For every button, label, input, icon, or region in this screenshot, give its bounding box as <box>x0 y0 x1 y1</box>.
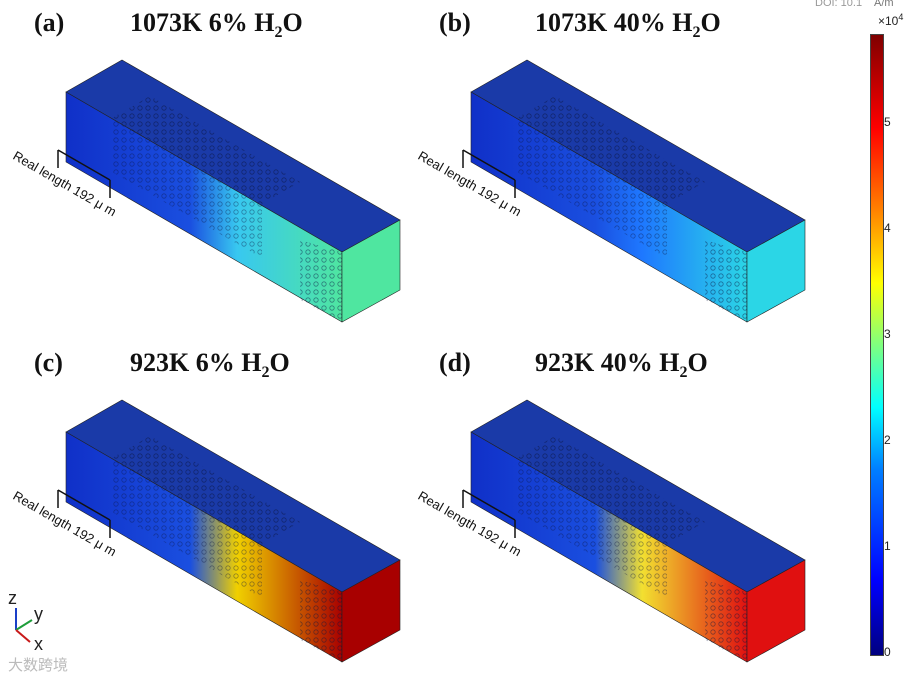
simulation-block <box>57 59 401 323</box>
porous-region-front <box>517 458 667 598</box>
axes-triad-icon <box>15 608 33 643</box>
panel-title: 1073K 6% H2O <box>130 8 303 42</box>
colorbar-unit: A/m <box>874 0 894 9</box>
axis-y-label: y <box>34 604 43 624</box>
panel-letter: (b) <box>439 8 471 37</box>
panel-letter: (c) <box>34 348 63 377</box>
colorbar-tick-1: 1 <box>884 539 891 553</box>
colorbar-tick-0: 0 <box>884 645 891 659</box>
colorbar-tick-3: 3 <box>884 327 891 341</box>
panel-letter: (d) <box>439 348 471 377</box>
porous-region-end <box>300 580 342 662</box>
watermark: 大数跨境 <box>8 656 69 674</box>
axis-z-label: z <box>8 588 17 608</box>
simulation-block <box>462 399 806 663</box>
porous-region-end <box>705 240 747 322</box>
porous-region <box>112 96 300 204</box>
colorbar-tick-4: 4 <box>884 221 891 235</box>
panel-d: (d) 923K 40% H2O <box>405 340 845 670</box>
simulation-block <box>462 59 806 323</box>
porous-region-front <box>517 118 667 258</box>
porous-region-front <box>112 118 262 258</box>
porous-region-end <box>300 240 342 322</box>
simulation-block <box>57 399 401 663</box>
doi-text: DOI: 10.1 <box>815 0 863 9</box>
porous-region-front <box>112 458 262 598</box>
panel-b: (b) 1073K 40% H2O <box>405 0 845 330</box>
colorbar <box>870 34 884 656</box>
panel-c: (c) 923K 6% H2O <box>0 340 440 670</box>
colorbar-tick-5: 5 <box>884 115 891 129</box>
panel-a: (a) 1073K 6% H2O <box>0 0 440 330</box>
porous-region <box>517 96 705 204</box>
axes-triad: z y x <box>6 588 66 655</box>
panel-letter: (a) <box>34 8 65 37</box>
colorbar-multiplier: ×104 <box>878 12 904 28</box>
panel-title: 1073K 40% H2O <box>535 8 721 42</box>
porous-region <box>112 436 300 544</box>
panel-title: 923K 40% H2O <box>535 348 708 382</box>
porous-region <box>517 436 705 544</box>
panel-title: 923K 6% H2O <box>130 348 290 382</box>
porous-region-end <box>705 580 747 662</box>
axis-x-label: x <box>34 634 43 654</box>
colorbar-tick-2: 2 <box>884 433 891 447</box>
